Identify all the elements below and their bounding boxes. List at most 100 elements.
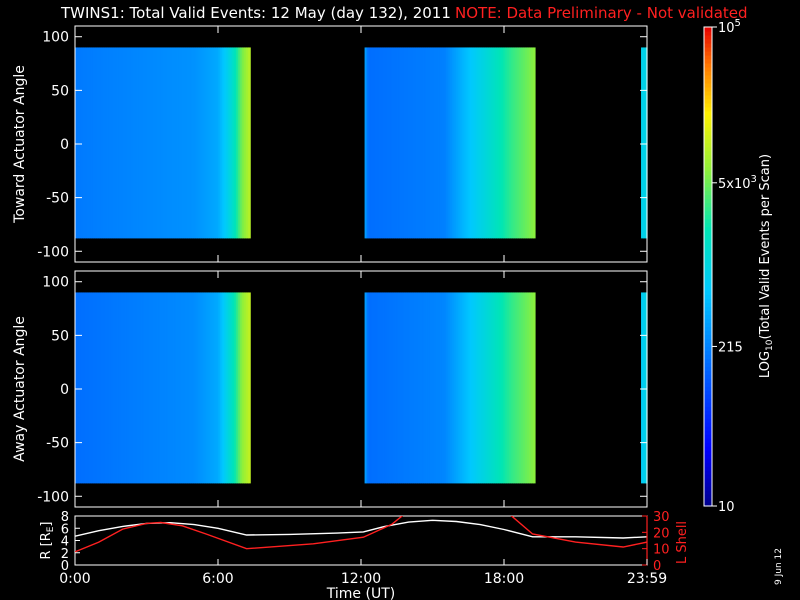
heatmap-column xyxy=(505,47,508,239)
colorbar-band xyxy=(704,326,712,331)
heatmap-column xyxy=(75,47,78,239)
y-tick-label: -50 xyxy=(46,191,69,207)
heatmap-column xyxy=(84,47,88,239)
heatmap-column xyxy=(531,47,534,239)
heatmap-column xyxy=(220,292,223,484)
heatmap-column xyxy=(120,47,124,239)
heatmap-column xyxy=(414,292,417,484)
colorbar-tick-label: 215 xyxy=(718,340,743,355)
x-tick-label: 18:00 xyxy=(484,571,524,587)
heatmap-column xyxy=(404,292,407,484)
heatmap-column xyxy=(469,47,473,239)
heatmap-column xyxy=(483,47,487,239)
y-tick-label: 100 xyxy=(42,30,69,46)
colorbar-band xyxy=(704,174,712,180)
heatmap-column xyxy=(531,292,534,484)
colorbar-band xyxy=(704,478,712,483)
colorbar-band xyxy=(704,274,712,280)
heatmap-column xyxy=(178,292,182,484)
heatmap-column xyxy=(519,292,522,484)
heatmap-column xyxy=(485,47,489,239)
colorbar-band xyxy=(704,142,712,148)
y-axis-label: Away Actuator Angle xyxy=(12,316,28,462)
heatmap-column xyxy=(112,47,116,239)
heatmap-column xyxy=(146,292,150,484)
heatmap-column xyxy=(513,292,516,484)
heatmap-column xyxy=(236,47,239,239)
heatmap-column xyxy=(188,292,192,484)
heatmap-column xyxy=(98,47,102,239)
heatmap-column xyxy=(410,47,413,239)
figure-title-bar: TWINS1: Total Valid Events: 12 May (day … xyxy=(0,4,800,26)
heatmap-column xyxy=(180,47,184,239)
heatmap-column xyxy=(396,47,399,239)
heatmap-column xyxy=(386,47,389,239)
heatmap-column xyxy=(150,292,154,484)
heatmap-column xyxy=(493,292,496,484)
heatmap-column xyxy=(78,292,82,484)
colorbar-band xyxy=(704,294,712,300)
heatmap-column xyxy=(527,292,530,484)
heatmap-column xyxy=(80,292,84,484)
heatmap-column xyxy=(246,47,249,239)
colorbar-band xyxy=(704,374,712,379)
y-axis-label-text: R [R xyxy=(39,532,54,559)
colorbar-band xyxy=(704,502,712,507)
colorbar-band xyxy=(704,38,712,44)
colorbar-band xyxy=(704,182,712,188)
heatmap-column xyxy=(238,292,241,484)
colorbar-band xyxy=(704,466,712,471)
heatmap-column xyxy=(184,47,188,239)
heatmap-column xyxy=(166,47,170,239)
y-tick-label: 0 xyxy=(60,137,69,153)
heatmap-column xyxy=(124,292,128,484)
heatmap-column xyxy=(435,47,439,239)
heatmap-column xyxy=(214,292,217,484)
heatmap-column xyxy=(445,292,449,484)
heatmap-column xyxy=(144,47,148,239)
heatmap-column xyxy=(156,292,160,484)
heatmap-column xyxy=(210,292,213,484)
colorbar-band xyxy=(704,394,712,399)
heatmap-column xyxy=(406,292,409,484)
heatmap-column xyxy=(495,47,498,239)
heatmap-column xyxy=(182,292,186,484)
colorbar-band xyxy=(704,402,712,407)
colorbar-band xyxy=(704,162,712,168)
heatmap-column xyxy=(641,47,644,239)
heatmap-column xyxy=(433,292,437,484)
heatmap-column xyxy=(400,47,403,239)
heatmap-column xyxy=(392,292,395,484)
heatmap-column xyxy=(218,47,221,239)
heatmap-column xyxy=(519,47,522,239)
colorbar-band xyxy=(704,414,712,419)
colorbar-band xyxy=(704,350,712,355)
heatmap-column xyxy=(184,292,188,484)
heatmap-column xyxy=(132,292,136,484)
colorbar-band xyxy=(704,254,712,260)
heatmap-column xyxy=(190,292,194,484)
colorbar-band xyxy=(704,314,712,319)
heatmap-column xyxy=(214,47,217,239)
y-tick-label: 50 xyxy=(51,83,69,99)
heatmap-column xyxy=(122,47,126,239)
y-tick-label: 0 xyxy=(60,382,69,398)
heatmap-column xyxy=(521,292,524,484)
heatmap-column xyxy=(75,292,78,484)
heatmap-column xyxy=(170,292,174,484)
away-angle-panel: 100 50 0 -50 -100 Away Actuator Angle xyxy=(12,270,648,508)
colorbar-tick-label: 105 xyxy=(718,18,741,36)
heatmap-column xyxy=(366,47,370,239)
heatmap-column xyxy=(212,292,215,484)
colorbar-band xyxy=(704,30,712,36)
heatmap-column xyxy=(517,292,520,484)
heatmap-column xyxy=(232,47,235,239)
colorbar-band xyxy=(704,490,712,495)
heatmap-column xyxy=(166,292,170,484)
heatmap-column xyxy=(176,292,180,484)
heatmap-column xyxy=(140,292,144,484)
heatmap-column xyxy=(424,292,427,484)
colorbar-band xyxy=(704,290,712,296)
heatmap-column xyxy=(100,292,104,484)
heatmap-column xyxy=(489,47,492,239)
